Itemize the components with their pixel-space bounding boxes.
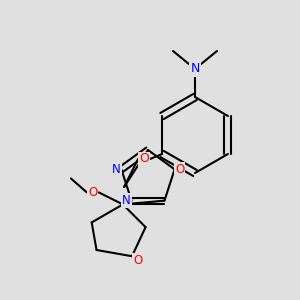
Text: O: O	[175, 163, 184, 176]
Text: N: N	[112, 163, 121, 176]
Text: O: O	[139, 152, 149, 166]
Text: O: O	[134, 254, 142, 267]
Text: N: N	[122, 194, 131, 207]
Text: N: N	[190, 62, 200, 76]
Text: O: O	[88, 186, 98, 199]
